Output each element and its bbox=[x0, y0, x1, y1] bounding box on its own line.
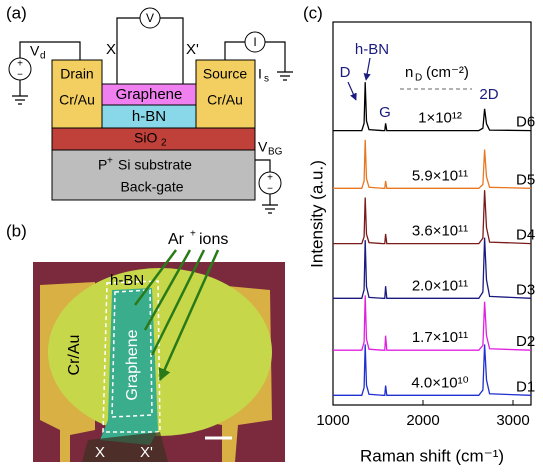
vbg-sub: BG bbox=[268, 147, 283, 158]
series-label: D4 bbox=[516, 227, 535, 244]
peak-label: D bbox=[340, 64, 351, 81]
series-label: D2 bbox=[516, 333, 535, 350]
micrograph: (b) Ar + ions h-BN Cr/Au Graphene X X' bbox=[6, 221, 285, 462]
graphene-label: Graphene bbox=[116, 86, 183, 103]
schematic: (a) + − V d V X X' I I s Drain Cr/Au Gra… bbox=[6, 3, 293, 213]
metal-label: Cr/Au bbox=[207, 92, 243, 108]
sio2-sub: 2 bbox=[161, 138, 167, 149]
peak-arrow bbox=[348, 82, 356, 100]
x-tick-label: 1000 bbox=[316, 412, 349, 429]
density-title: n bbox=[405, 64, 413, 81]
density-label: 1×10¹² bbox=[418, 110, 462, 127]
drain-label: Drain bbox=[60, 66, 93, 82]
ions-label: Ar bbox=[168, 231, 185, 248]
panel-label: (c) bbox=[303, 3, 323, 22]
substrate-label: P bbox=[98, 157, 107, 173]
sio2-label: SiO bbox=[134, 130, 157, 146]
plus: + bbox=[17, 59, 23, 70]
probe-label: X' bbox=[186, 41, 199, 58]
source-label: Source bbox=[203, 66, 248, 82]
x-tick-label: 2000 bbox=[406, 412, 439, 429]
graphene-label: Graphene bbox=[124, 329, 141, 400]
density-label: 2.0×10¹¹ bbox=[412, 277, 468, 294]
is-label: I bbox=[258, 66, 262, 82]
ions-label: ions bbox=[199, 231, 228, 248]
hbn-label: h-BN bbox=[110, 272, 144, 289]
panel-label: (a) bbox=[6, 3, 27, 22]
voltmeter-label: V bbox=[146, 11, 154, 25]
vd-sub: d bbox=[40, 51, 46, 62]
figure: (a) + − V d V X X' I I s Drain Cr/Au Gra… bbox=[0, 0, 543, 472]
series-label: D1 bbox=[516, 378, 535, 395]
x-tick-label: 3000 bbox=[496, 412, 529, 429]
density-unit: (cm⁻²) bbox=[426, 64, 469, 81]
density-label: 1.7×10¹¹ bbox=[412, 329, 468, 346]
backgate-label: Back-gate bbox=[120, 179, 183, 195]
series-label: D6 bbox=[516, 114, 535, 131]
y-axis-label: Intensity (a.u.) bbox=[307, 160, 326, 268]
minus: − bbox=[267, 184, 273, 195]
ammeter-label: I bbox=[253, 35, 256, 49]
density-label: 5.9×10¹¹ bbox=[412, 167, 468, 184]
vd-label: V bbox=[30, 43, 40, 59]
peak-label: 2D bbox=[479, 86, 498, 103]
series-label: D3 bbox=[516, 281, 535, 298]
substrate-sup: + bbox=[107, 156, 113, 167]
vbg-label: V bbox=[258, 139, 268, 155]
probe-label: X bbox=[95, 444, 105, 461]
substrate-label: Si substrate bbox=[118, 157, 192, 173]
density-label: 4.0×10¹⁰ bbox=[411, 374, 468, 391]
metal-label: Cr/Au bbox=[66, 335, 83, 376]
plus: + bbox=[267, 173, 273, 184]
peak-label: G bbox=[379, 104, 391, 121]
ions-sup: + bbox=[190, 229, 196, 240]
probe-label: X' bbox=[140, 444, 153, 461]
probe-label: X bbox=[106, 41, 116, 58]
x-axis-label: Raman shift (cm⁻¹) bbox=[360, 446, 504, 465]
peak-arrow bbox=[366, 58, 370, 80]
metal-label: Cr/Au bbox=[59, 92, 95, 108]
peak-label: h-BN bbox=[355, 41, 389, 58]
panel-label: (b) bbox=[6, 221, 27, 240]
series-label: D5 bbox=[516, 171, 535, 188]
density-sub: D bbox=[415, 73, 422, 84]
density-label: 3.6×10¹¹ bbox=[412, 223, 468, 240]
is-sub: s bbox=[264, 74, 269, 85]
hbn-label: h-BN bbox=[132, 108, 166, 125]
raman-chart: (c) Intensity (a.u.) Raman shift (cm⁻¹) … bbox=[303, 3, 535, 465]
minus: − bbox=[17, 70, 23, 81]
